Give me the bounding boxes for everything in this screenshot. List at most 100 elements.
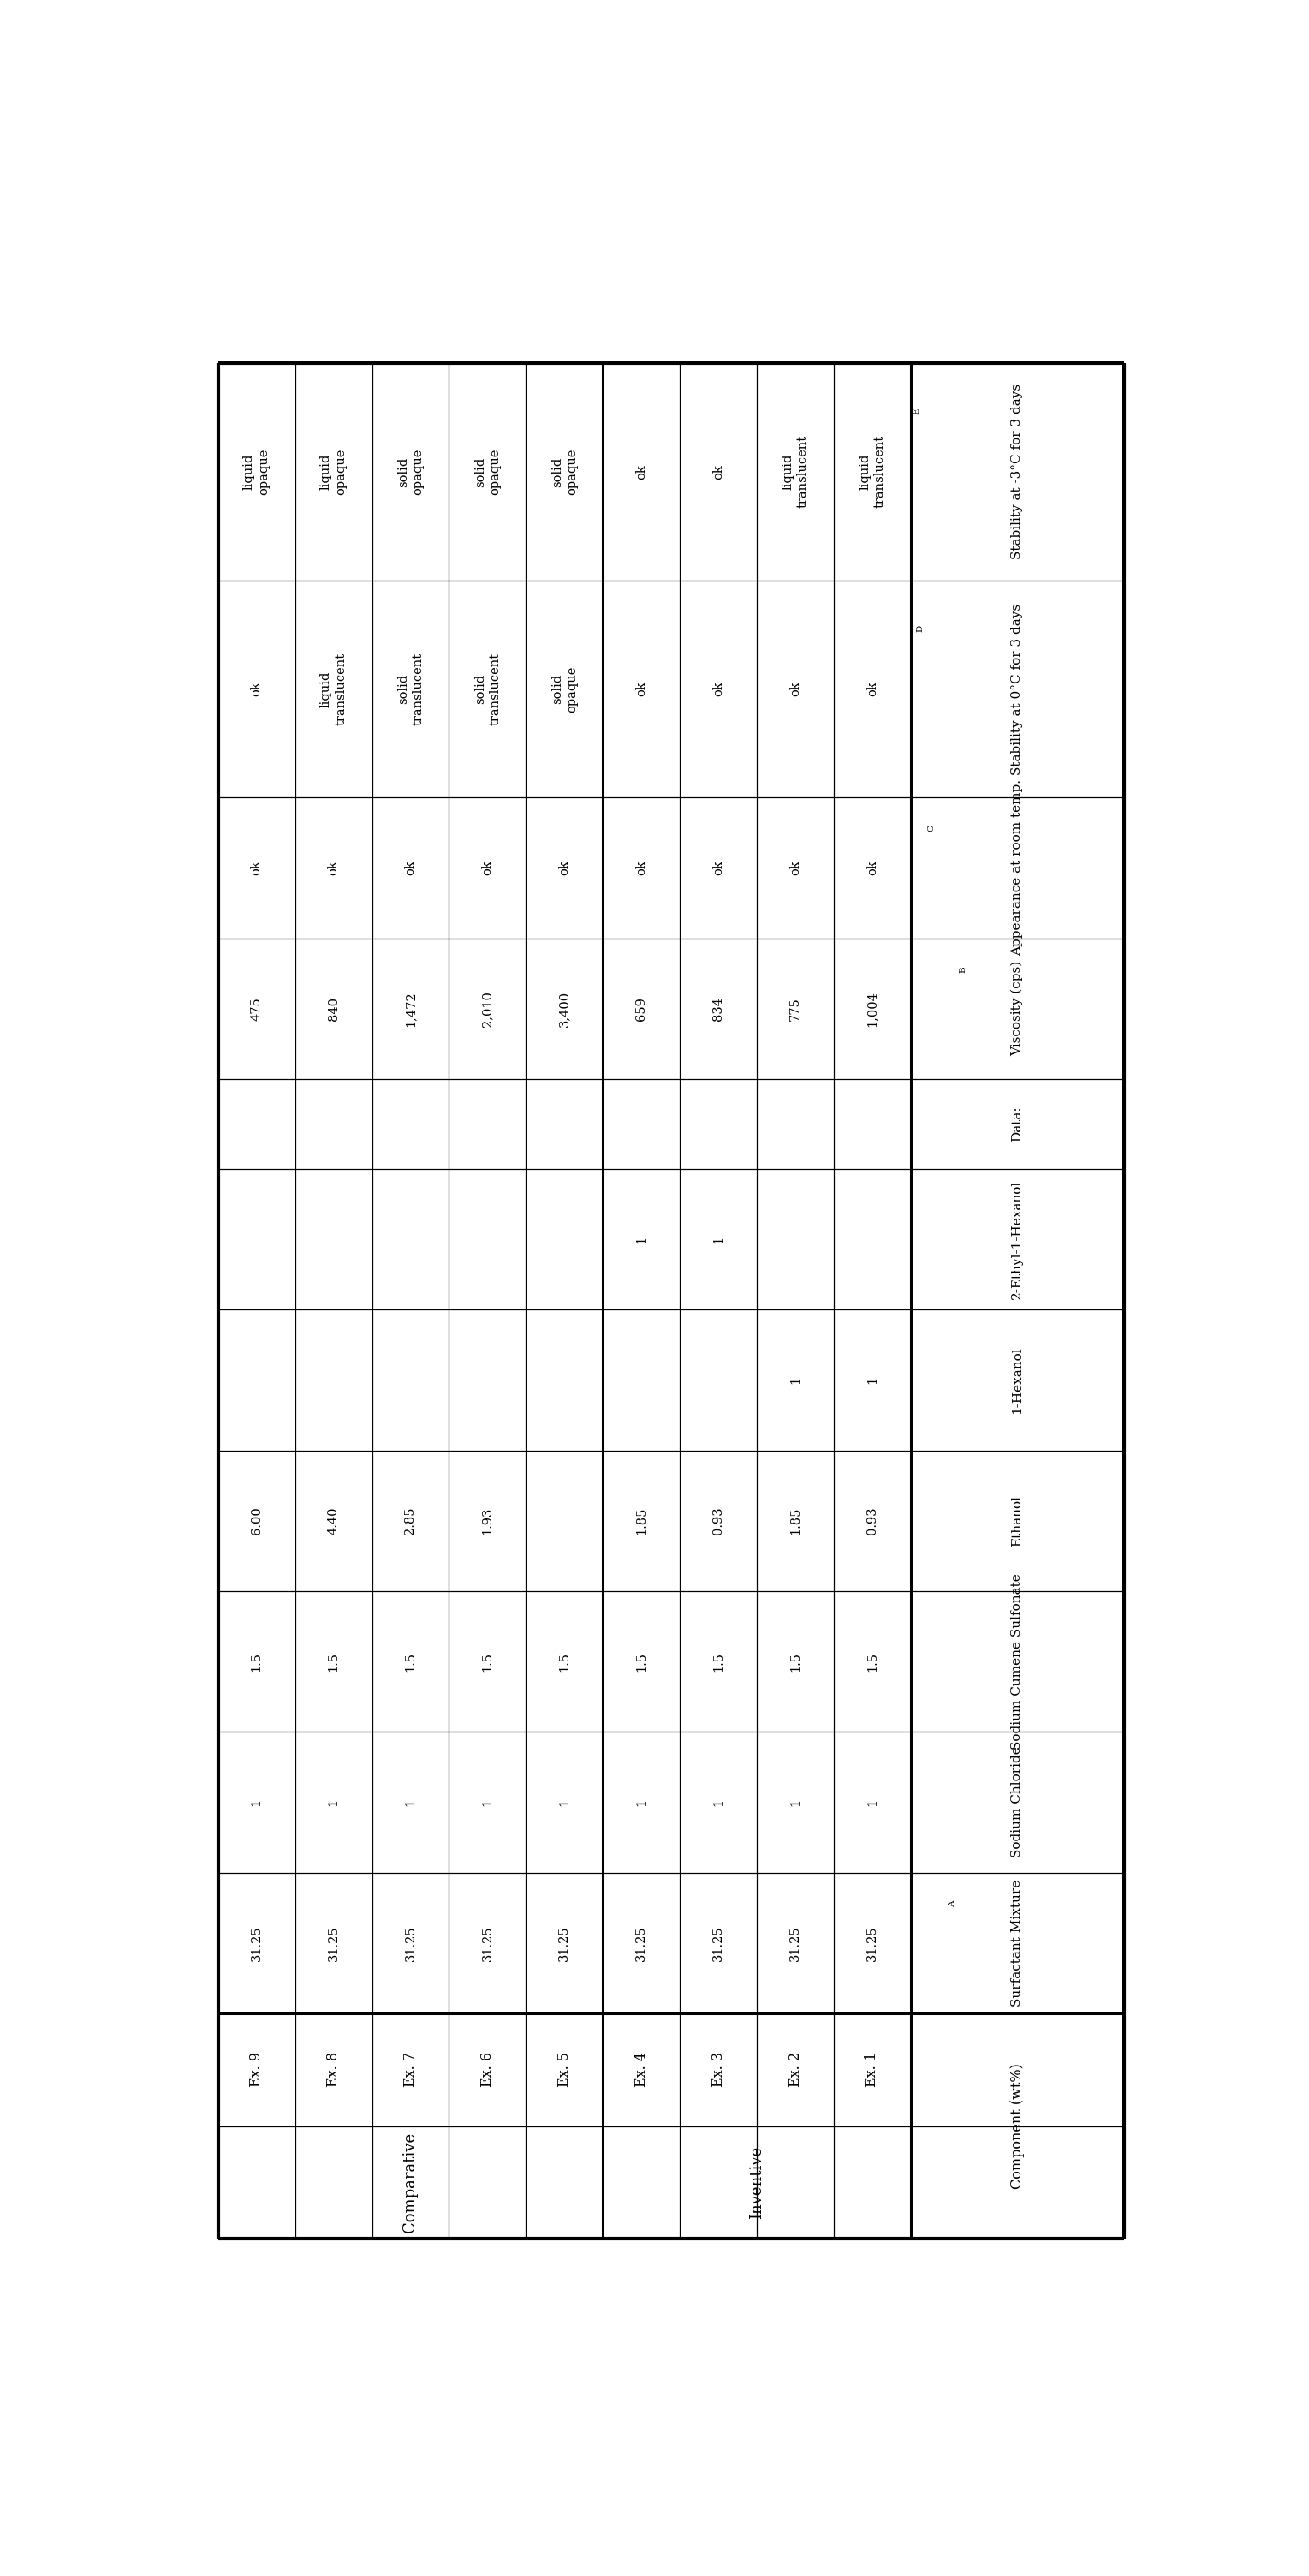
Text: ok: ok (327, 860, 339, 876)
Text: Ethanol: Ethanol (1012, 1494, 1024, 1546)
Text: 31.25: 31.25 (482, 1924, 493, 1960)
Text: 1: 1 (789, 1798, 801, 1806)
Text: Surfactant Mixture: Surfactant Mixture (1012, 1880, 1024, 2007)
Text: ok: ok (867, 860, 878, 876)
Text: 31.25: 31.25 (867, 1924, 878, 1960)
Text: 31.25: 31.25 (635, 1924, 648, 1960)
Text: Ex. 3: Ex. 3 (711, 2053, 725, 2087)
Text: Ex. 6: Ex. 6 (480, 2053, 495, 2087)
Text: solid
translucent: solid translucent (397, 652, 424, 726)
Text: 1: 1 (482, 1798, 493, 1806)
Text: 1.5: 1.5 (559, 1651, 571, 1672)
Text: 834: 834 (712, 997, 724, 1020)
Text: 2.85: 2.85 (404, 1507, 416, 1535)
Text: 1.5: 1.5 (867, 1651, 878, 1672)
Text: Component (wt%): Component (wt%) (1011, 2063, 1025, 2190)
Text: 1-Hexanol: 1-Hexanol (1012, 1347, 1024, 1414)
Text: 1: 1 (867, 1376, 878, 1383)
Text: 3,400: 3,400 (559, 992, 571, 1028)
Text: 31.25: 31.25 (404, 1924, 416, 1960)
Text: solid
opaque: solid opaque (551, 448, 577, 495)
Text: 1.5: 1.5 (482, 1651, 493, 1672)
Text: ok: ok (635, 680, 648, 696)
Text: Sodium Chloride: Sodium Chloride (1012, 1747, 1024, 1857)
Text: Viscosity (cps): Viscosity (cps) (1011, 961, 1024, 1056)
Text: 1: 1 (712, 1798, 724, 1806)
Text: solid
opaque: solid opaque (474, 448, 501, 495)
Text: 1.5: 1.5 (327, 1651, 339, 1672)
Text: 31.25: 31.25 (559, 1924, 571, 1960)
Text: 6.00: 6.00 (250, 1507, 263, 1535)
Text: A: A (948, 1901, 956, 1906)
Text: 31.25: 31.25 (712, 1924, 724, 1960)
Text: ok: ok (712, 680, 724, 696)
Text: Stability at -3°C for 3 days: Stability at -3°C for 3 days (1012, 384, 1024, 559)
Text: liquid
translucent: liquid translucent (781, 435, 809, 507)
Text: solid
translucent: solid translucent (474, 652, 501, 726)
Text: ok: ok (867, 680, 878, 696)
Text: Ex. 9: Ex. 9 (249, 2053, 264, 2087)
Text: Ex. 1: Ex. 1 (865, 2053, 880, 2087)
Text: 1,004: 1,004 (867, 992, 878, 1028)
Text: Ex. 5: Ex. 5 (558, 2053, 572, 2087)
Text: 1,472: 1,472 (404, 992, 416, 1025)
Text: E: E (912, 407, 920, 415)
Text: 840: 840 (327, 997, 339, 1020)
Text: Inventive: Inventive (749, 2146, 764, 2218)
Text: 1.5: 1.5 (250, 1651, 263, 1672)
Text: ok: ok (482, 860, 493, 876)
Text: Data:: Data: (1012, 1105, 1024, 1141)
Text: C: C (927, 824, 935, 832)
Text: ok: ok (250, 680, 263, 696)
Text: 1: 1 (867, 1798, 878, 1806)
Text: 1.93: 1.93 (482, 1507, 493, 1535)
Text: ok: ok (712, 464, 724, 479)
Text: Stability at 0°C for 3 days: Stability at 0°C for 3 days (1012, 603, 1024, 775)
Text: Sodium Cumene Sulfonate: Sodium Cumene Sulfonate (1012, 1574, 1024, 1749)
Text: 1: 1 (327, 1798, 339, 1806)
Text: 1: 1 (712, 1236, 724, 1244)
Text: 0.93: 0.93 (712, 1507, 724, 1535)
Text: ok: ok (404, 860, 416, 876)
Text: 1.85: 1.85 (789, 1507, 801, 1535)
Text: ok: ok (789, 680, 801, 696)
Text: 2,010: 2,010 (482, 992, 493, 1028)
Text: liquid
opaque: liquid opaque (321, 448, 347, 495)
Text: 1.5: 1.5 (635, 1651, 648, 1672)
Text: 1: 1 (635, 1798, 648, 1806)
Text: 1.5: 1.5 (789, 1651, 801, 1672)
Text: B: B (959, 966, 966, 974)
Text: liquid
opaque: liquid opaque (243, 448, 270, 495)
Text: Ex. 8: Ex. 8 (326, 2053, 340, 2087)
Text: Ex. 4: Ex. 4 (634, 2053, 649, 2087)
Text: solid
opaque: solid opaque (551, 665, 577, 711)
Text: liquid
translucent: liquid translucent (859, 435, 886, 507)
Text: ok: ok (712, 860, 724, 876)
Text: ok: ok (635, 464, 648, 479)
Text: ok: ok (250, 860, 263, 876)
Text: 1: 1 (250, 1798, 263, 1806)
Text: Appearance at room temp.: Appearance at room temp. (1012, 781, 1024, 956)
Text: 475: 475 (250, 997, 263, 1020)
Text: 1: 1 (559, 1798, 571, 1806)
Text: Ex. 2: Ex. 2 (788, 2053, 802, 2087)
Text: 31.25: 31.25 (789, 1924, 801, 1960)
Text: 2-Ethyl-1-Hexanol: 2-Ethyl-1-Hexanol (1012, 1180, 1024, 1298)
Text: Ex. 7: Ex. 7 (403, 2053, 418, 2087)
Text: 659: 659 (635, 997, 648, 1020)
Text: ok: ok (559, 860, 571, 876)
Text: 1: 1 (789, 1376, 801, 1383)
Text: 1: 1 (635, 1236, 648, 1244)
Text: 1.5: 1.5 (404, 1651, 416, 1672)
Text: 31.25: 31.25 (327, 1924, 339, 1960)
Text: 0.93: 0.93 (867, 1507, 878, 1535)
Text: 1.85: 1.85 (635, 1507, 648, 1535)
Text: 775: 775 (789, 997, 801, 1020)
Text: 1.5: 1.5 (712, 1651, 724, 1672)
Text: liquid
translucent: liquid translucent (321, 652, 347, 726)
Text: 1: 1 (404, 1798, 416, 1806)
Text: D: D (916, 623, 924, 631)
Text: 4.40: 4.40 (327, 1507, 339, 1535)
Text: solid
opaque: solid opaque (397, 448, 424, 495)
Text: ok: ok (635, 860, 648, 876)
